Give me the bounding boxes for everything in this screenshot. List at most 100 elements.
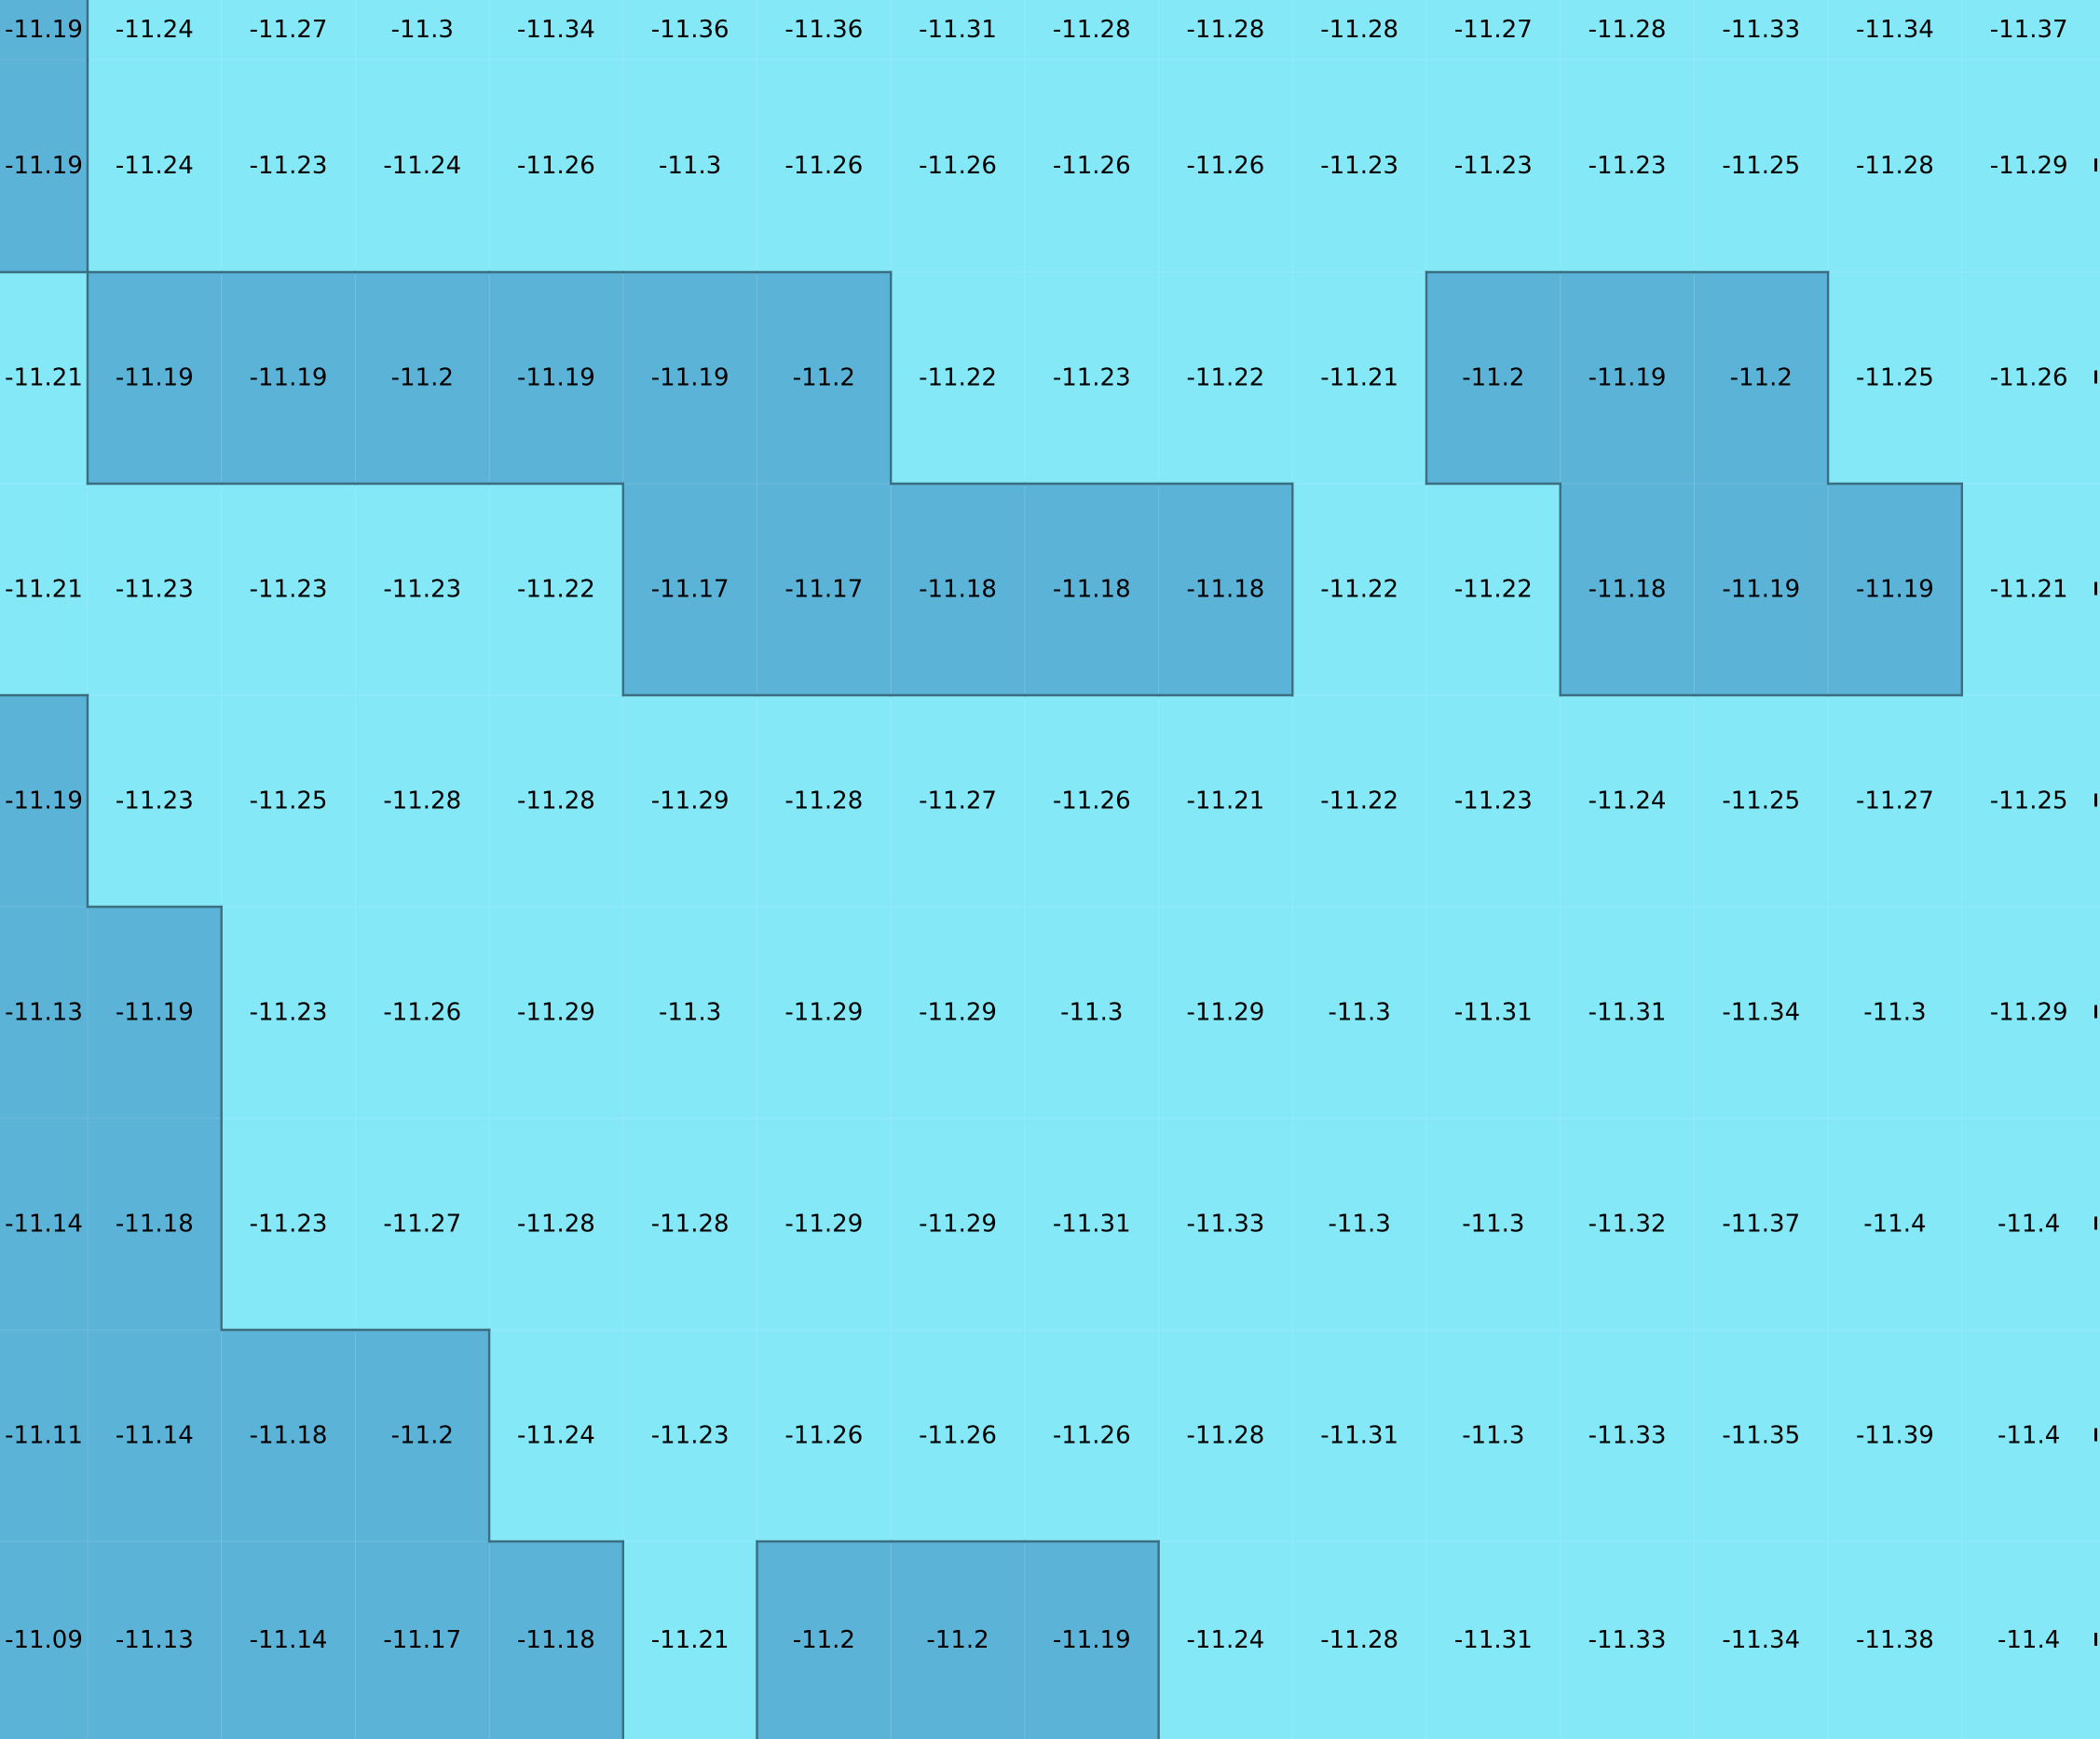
heatmap-cell-label: -11.28: [1320, 16, 1398, 44]
heatmap-cell: [1292, 1541, 1426, 1739]
heatmap-cell-label: -11.14: [116, 1422, 194, 1450]
heatmap-cell: [1560, 907, 1695, 1118]
heatmap-cell-label: -11.29: [919, 999, 997, 1027]
heatmap-cell-label: -11.22: [1320, 787, 1398, 815]
heatmap-cell: [221, 60, 356, 272]
heatmap-cell: [355, 272, 490, 484]
heatmap-cell-label: -11.35: [1722, 1422, 1800, 1450]
heatmap-cell-label: -11.3: [1863, 999, 1926, 1027]
heatmap-cell: [88, 272, 222, 484]
heatmap-cell: [891, 0, 1025, 60]
heatmap-edge-mark: [2094, 158, 2097, 171]
heatmap-cell: [1024, 272, 1159, 484]
heatmap-cell: [221, 0, 356, 60]
heatmap-cell: [489, 484, 623, 695]
heatmap-cell: [221, 272, 356, 484]
heatmap-cell-label: -11.28: [1589, 16, 1667, 44]
heatmap-cell: [1426, 1541, 1561, 1739]
heatmap-edge-marks: [2094, 158, 2097, 1646]
heatmap-cell-label: -11.19: [1722, 576, 1800, 604]
heatmap-cell-label: -11.18: [1187, 576, 1265, 604]
heatmap-cell-label: -11.28: [1856, 152, 1934, 180]
heatmap-cell-label: -11.29: [919, 1211, 997, 1239]
heatmap-cell-label: -11.19: [517, 364, 595, 392]
heatmap-cell: [355, 1118, 490, 1330]
heatmap-cell: [757, 1541, 892, 1739]
heatmap-cell-label: -11.33: [1589, 1626, 1667, 1654]
heatmap-cell-label: -11.29: [651, 787, 730, 815]
heatmap-cell: [1426, 0, 1561, 60]
heatmap-cell-label: -11.23: [250, 576, 328, 604]
heatmap-cell: [1024, 60, 1159, 272]
heatmap-cell-label: -11.4: [1998, 1422, 2060, 1450]
heatmap-cell: [355, 1541, 490, 1739]
heatmap-cell: [1158, 272, 1293, 484]
heatmap-cell-label: -11.3: [659, 999, 721, 1027]
heatmap-cell: [622, 1118, 757, 1330]
heatmap-cell-label: -11.2: [391, 1422, 454, 1450]
heatmap-cell-label: -11.21: [1320, 364, 1398, 392]
heatmap-cell-label: -11.26: [784, 152, 863, 180]
heatmap-cell: [1426, 1118, 1561, 1330]
heatmap-cell: [622, 60, 757, 272]
heatmap-cell: [1024, 0, 1159, 60]
heatmap-cell: [489, 907, 623, 1118]
heatmap-cell: [1158, 1330, 1293, 1541]
heatmap-cell: [1292, 907, 1426, 1118]
heatmap-cell: [355, 0, 490, 60]
heatmap-cell-label: -11.28: [383, 787, 461, 815]
heatmap-cell: [1426, 60, 1561, 272]
heatmap-cell-label: -11.21: [1187, 787, 1265, 815]
heatmap-cell: [1158, 1541, 1293, 1739]
heatmap-cell-label: -11.28: [1053, 16, 1131, 44]
heatmap-cell: [355, 695, 490, 907]
heatmap-cell-label: -11.37: [1722, 1211, 1800, 1239]
heatmap-cell-label: -11.19: [1589, 364, 1667, 392]
heatmap-cell: [1560, 272, 1695, 484]
heatmap-cell: [355, 907, 490, 1118]
heatmap-cell-label: -11.22: [1454, 576, 1533, 604]
heatmap-cell: [1426, 484, 1561, 695]
heatmap-cell-label: -11.3: [659, 152, 721, 180]
heatmap-edge-mark: [2094, 1428, 2097, 1442]
heatmap-cell: [1828, 60, 1962, 272]
heatmap-cell: [891, 907, 1025, 1118]
heatmap-cell-label: -11.19: [116, 364, 194, 392]
heatmap-cell-label: -11.28: [517, 787, 595, 815]
heatmap-cell: [221, 1330, 356, 1541]
heatmap-cell: [0, 1330, 88, 1541]
heatmap-cell: [88, 1541, 222, 1739]
heatmap-cell: [1961, 907, 2100, 1118]
heatmap-cell: [1694, 484, 1829, 695]
heatmap-cell-label: -11.23: [651, 1422, 730, 1450]
heatmap-cell: [891, 1118, 1025, 1330]
heatmap-cell: [1158, 1118, 1293, 1330]
heatmap-cell-label: -11.23: [1589, 152, 1667, 180]
heatmap-cell: [1828, 0, 1962, 60]
heatmap-cell-label: -11.34: [1722, 1626, 1800, 1654]
heatmap-cell-label: -11.14: [250, 1626, 328, 1654]
heatmap-cell-label: -11.2: [1462, 364, 1524, 392]
heatmap-cell: [489, 1330, 623, 1541]
heatmap-cell-label: -11.17: [383, 1626, 461, 1654]
heatmap-cell-label: -11.2: [793, 364, 855, 392]
heatmap-cell: [622, 0, 757, 60]
heatmap-cell: [1292, 272, 1426, 484]
heatmap-cell: [1426, 907, 1561, 1118]
heatmap-cell-label: -11.26: [1187, 152, 1265, 180]
heatmap-cell-label: -11.22: [919, 364, 997, 392]
heatmap-cell-label: -11.2: [1730, 364, 1793, 392]
heatmap-cell-label: -11.21: [5, 576, 83, 604]
heatmap-cell-label: -11.26: [1053, 787, 1131, 815]
heatmap-cell: [891, 484, 1025, 695]
heatmap-cell-label: -11.3: [1329, 999, 1391, 1027]
heatmap-cell: [1158, 484, 1293, 695]
heatmap-cell: [1828, 907, 1962, 1118]
heatmap-cell: [88, 1118, 222, 1330]
heatmap-cell: [757, 272, 892, 484]
heatmap-cell-label: -11.26: [919, 1422, 997, 1450]
heatmap-cell-label: -11.31: [1454, 999, 1533, 1027]
heatmap-cell-label: -11.31: [1053, 1211, 1131, 1239]
heatmap-cell-label: -11.3: [1060, 999, 1123, 1027]
